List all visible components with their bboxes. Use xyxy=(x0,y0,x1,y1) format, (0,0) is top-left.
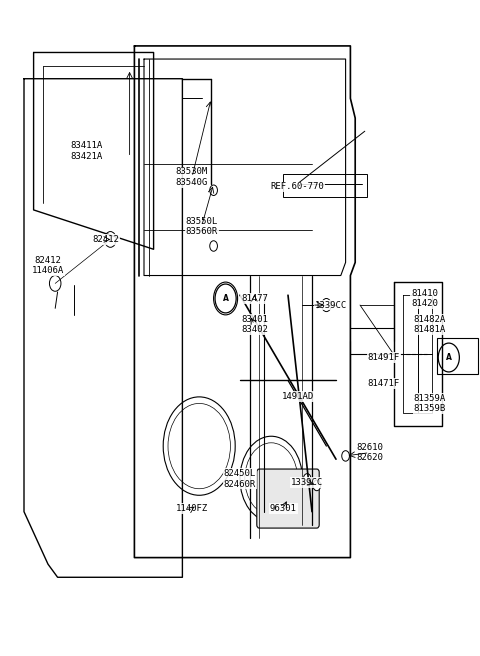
Text: 81471F: 81471F xyxy=(368,379,400,388)
Text: 96301: 96301 xyxy=(270,504,297,513)
Circle shape xyxy=(105,232,116,247)
Text: 1140FZ: 1140FZ xyxy=(176,504,208,513)
Circle shape xyxy=(342,451,349,461)
Text: 1491AD: 1491AD xyxy=(281,392,314,401)
Text: 82412: 82412 xyxy=(92,235,119,244)
Text: 83530M
83540G: 83530M 83540G xyxy=(176,167,208,187)
Text: 1339CC: 1339CC xyxy=(315,300,348,310)
Text: REF.60-770: REF.60-770 xyxy=(271,182,324,192)
Text: 83550L
83560R: 83550L 83560R xyxy=(185,216,218,236)
Text: 82610
82620: 82610 82620 xyxy=(356,443,383,462)
Text: 83401
83402: 83401 83402 xyxy=(241,315,268,335)
Text: A: A xyxy=(223,294,228,303)
Text: 83411A
83421A: 83411A 83421A xyxy=(70,141,103,161)
Circle shape xyxy=(210,241,217,251)
Circle shape xyxy=(303,474,311,484)
Circle shape xyxy=(313,480,321,491)
Text: 81410
81420: 81410 81420 xyxy=(411,289,438,308)
Text: 82450L
82460R: 82450L 82460R xyxy=(224,469,256,489)
Text: 81477: 81477 xyxy=(241,294,268,303)
Text: 1339CC: 1339CC xyxy=(291,478,324,487)
Circle shape xyxy=(322,298,331,312)
Text: 81491F: 81491F xyxy=(368,353,400,362)
Circle shape xyxy=(210,185,217,195)
Text: A: A xyxy=(446,353,452,362)
Text: 82412
11406A: 82412 11406A xyxy=(32,256,64,276)
FancyBboxPatch shape xyxy=(257,469,319,528)
Text: 81359A
81359B: 81359A 81359B xyxy=(413,394,446,413)
Circle shape xyxy=(49,276,61,291)
Text: 81482A
81481A: 81482A 81481A xyxy=(413,315,446,335)
